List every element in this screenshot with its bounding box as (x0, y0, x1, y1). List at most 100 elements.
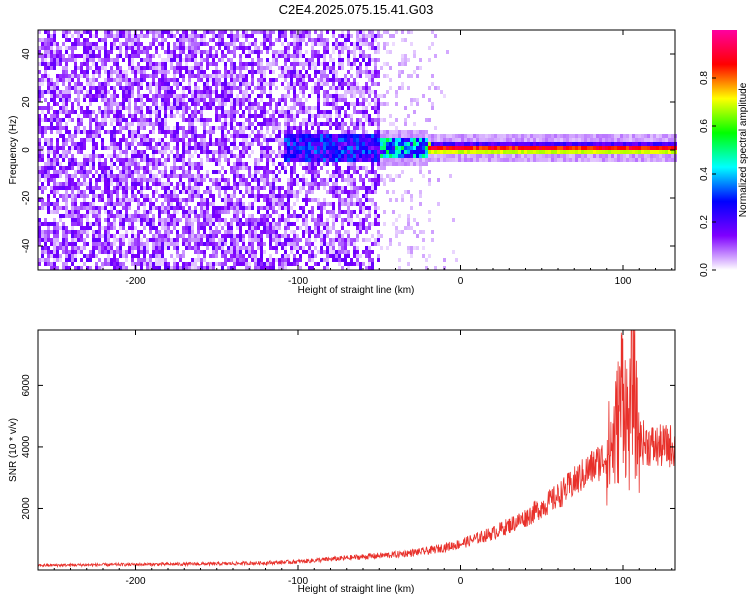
spectrogram-cell (164, 210, 167, 214)
spectrogram-cell (83, 214, 86, 218)
spectrogram-cell (62, 138, 65, 142)
spectrogram-cell (359, 134, 362, 138)
spectrogram-cell (140, 154, 143, 158)
spectrogram-cell (221, 122, 224, 126)
spectrogram-cell (251, 250, 254, 254)
spectrogram-cell (365, 186, 368, 190)
spectrogram-cell (206, 122, 209, 126)
spectrogram-cell (191, 114, 194, 118)
spectrogram-cell (59, 246, 62, 250)
spectrogram-cell (269, 118, 272, 122)
spectrogram-cell (332, 246, 335, 250)
spectrogram-cell (146, 158, 149, 162)
spectrogram-cell (203, 82, 206, 86)
spectrogram-cell (263, 78, 266, 82)
spectrogram-cell (59, 226, 62, 230)
spectrogram-cell (56, 46, 59, 50)
spectrogram-cell (128, 114, 131, 118)
spectrogram-cell (38, 30, 41, 34)
spectrogram-cell (179, 126, 182, 130)
spectrogram-cell (359, 90, 362, 94)
spectrogram-cell (263, 154, 266, 158)
spectrogram-cell (137, 70, 140, 74)
spectrogram-cell (161, 250, 164, 254)
spectrogram-cell (236, 198, 239, 202)
spectrogram-cell (110, 98, 113, 102)
spectrogram-cell (350, 146, 353, 150)
spectrogram-cell (152, 30, 155, 34)
spectrogram-cell (371, 162, 374, 166)
spectrogram-cell (230, 246, 233, 250)
spectrogram-cell (98, 134, 101, 138)
spectrogram-cell (296, 150, 299, 154)
spectrogram-cell (110, 50, 113, 54)
spectrogram-cell (50, 158, 53, 162)
spectrogram-cell (194, 106, 197, 110)
spectrogram-cell (311, 46, 314, 50)
spectrogram-cell (77, 178, 80, 182)
spectrogram-cell (158, 194, 161, 198)
spectrogram-cell (92, 130, 95, 134)
spectrogram-cell (299, 90, 302, 94)
spectrogram-cell (179, 182, 182, 186)
spectrogram-cell (47, 254, 50, 258)
spectrogram-cell (260, 110, 263, 114)
spectrogram-cell (365, 218, 368, 222)
spectrogram-cell (347, 146, 350, 150)
spectrogram-cell (257, 246, 260, 250)
spectrogram-cell (86, 30, 89, 34)
spectrogram-cell (287, 202, 290, 206)
spectrogram-cell (104, 162, 107, 166)
spectrogram-cell (395, 150, 398, 154)
spectrogram-cell (320, 218, 323, 222)
spectrogram-cell (167, 102, 170, 106)
spectrogram-cell (269, 258, 272, 262)
spectrogram-cell (395, 134, 398, 138)
spectrogram-cell (374, 138, 377, 142)
spectrogram-cell (215, 78, 218, 82)
spectrogram-cell (269, 154, 272, 158)
spectrogram-cell (179, 106, 182, 110)
spectrogram-cell (80, 54, 83, 58)
spectrogram-cell (221, 186, 224, 190)
spectrogram-cell (314, 230, 317, 234)
spectrogram-cell (380, 34, 383, 38)
spectrogram-cell (233, 78, 236, 82)
spectrogram-cell (203, 138, 206, 142)
spectrogram-cell (80, 214, 83, 218)
spectrogram-cell (275, 238, 278, 242)
spectrogram-cell (350, 74, 353, 78)
spectrogram-cell (230, 106, 233, 110)
spectrogram-cell (116, 198, 119, 202)
spectrogram-cell (230, 154, 233, 158)
spectrogram-cell (116, 62, 119, 66)
spectrogram-cell (287, 190, 290, 194)
spectrogram-cell (296, 130, 299, 134)
spectrogram-cell (251, 102, 254, 106)
spectrogram-cell (185, 118, 188, 122)
spectrogram-cell (377, 102, 380, 106)
spectrogram-cell (83, 198, 86, 202)
spectrogram-cell (284, 226, 287, 230)
spectrogram-cell (158, 94, 161, 98)
spectrogram-cell (224, 30, 227, 34)
spectrogram-cell (83, 98, 86, 102)
spectrogram-cell (182, 138, 185, 142)
spectrogram-cell (362, 178, 365, 182)
spectrogram-cell (383, 222, 386, 226)
spectrogram-cell (80, 142, 83, 146)
spectrogram-cell (287, 110, 290, 114)
spectrogram-cell (143, 242, 146, 246)
spectrogram-cell (335, 174, 338, 178)
spectrogram-cell (119, 178, 122, 182)
spectrogram-cell (86, 94, 89, 98)
spectrogram-cell (65, 166, 68, 170)
spectrogram-cell (299, 70, 302, 74)
spectrogram-cell (227, 94, 230, 98)
spectrogram-cell (125, 206, 128, 210)
spectrogram-cell (359, 62, 362, 66)
spectrogram-cell (284, 154, 287, 158)
spectrogram-cell (236, 222, 239, 226)
spectrogram-cell (335, 74, 338, 78)
spectrogram-cell (293, 150, 296, 154)
